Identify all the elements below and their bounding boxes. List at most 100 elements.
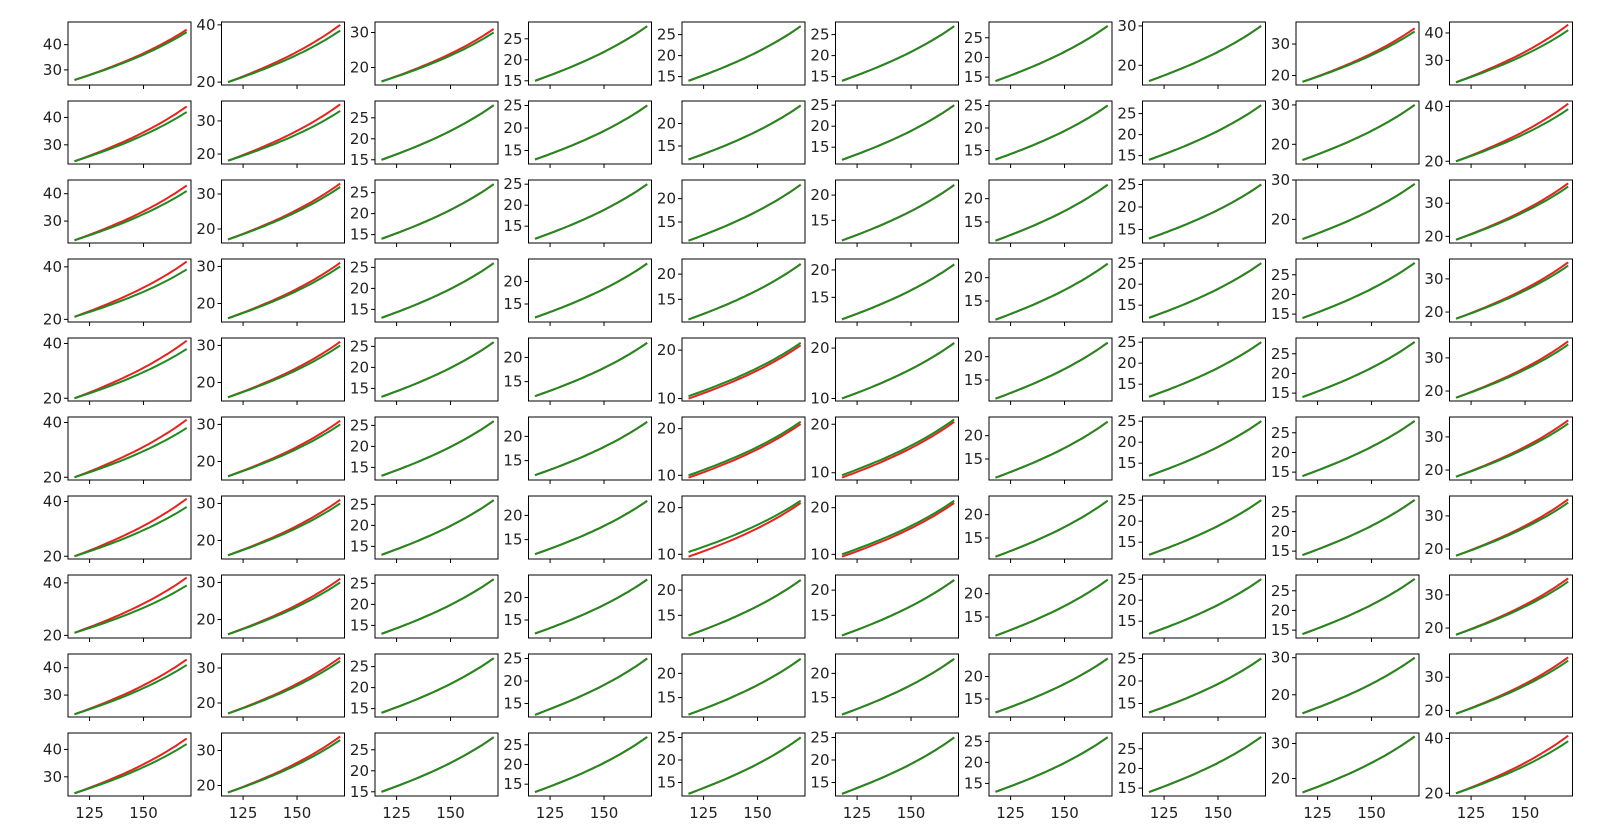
panel-4-5: 10 20 [810,337,959,407]
y-tick-label: 15 [350,783,369,801]
axes-frame [835,179,959,244]
red-series-line [995,183,1109,242]
panel-1-3: 15 20 25 [503,97,652,168]
axes-frame [988,21,1113,86]
y-tick-label: 15 [964,371,983,389]
green-series-line [1302,183,1416,241]
axes-frame [681,100,806,165]
green-series-line [227,265,341,320]
x-tick-label: 150 [1204,804,1233,822]
axes-frame [374,258,499,323]
y-tick-label: 20 [1117,354,1136,372]
y-tick-label: 20 [503,506,522,524]
y-tick-label: 20 [810,186,829,204]
y-tick-label: 15 [810,211,829,229]
y-tick-label: 20 [503,589,522,607]
axes-frame [1449,416,1573,481]
red-series-line [841,579,955,637]
y-tick-label: 15 [1271,542,1290,560]
axes-frame [1295,653,1420,718]
axes-frame [835,337,959,402]
y-tick-label: 20 [1117,126,1136,144]
y-tick-label: 40 [43,334,62,352]
y-tick-label: 30 [43,136,62,154]
red-series-line [381,28,495,83]
axes-frame [1142,574,1266,639]
axes-frame [528,416,652,481]
red-series-line [841,184,955,242]
y-tick-label: 30 [1424,507,1443,525]
axes-frame [528,574,652,639]
y-tick-label: 25 [1117,740,1136,758]
red-series-line [841,657,955,716]
axes-frame [1142,258,1266,323]
y-tick-label: 25 [1117,105,1136,123]
panel-6-4: 10 20 [657,495,806,563]
y-tick-label: 25 [350,109,369,127]
red-series-line [1455,182,1569,241]
red-series-line [534,183,648,240]
red-series-line [688,736,802,795]
red-series-line [1148,420,1262,477]
green-series-line [1148,736,1262,794]
green-series-line [227,344,341,399]
panel-4-2: 15 20 25 [350,337,499,405]
panel-5-2: 15 20 25 [350,416,499,484]
y-tick-label: 40 [196,16,215,34]
y-tick-label: 30 [43,768,62,786]
red-series-line [1148,262,1262,319]
axes-frame [681,21,806,86]
red-series-line [995,736,1109,793]
y-tick-label: 30 [1424,270,1443,288]
y-tick-label: 15 [350,379,369,397]
axes-frame [528,337,652,402]
green-series-line [534,183,648,240]
y-tick-label: 25 [1117,570,1136,588]
axes-frame [528,258,652,323]
y-tick-label: 20 [196,373,215,391]
red-series-line [534,341,648,398]
red-series-line [534,104,648,161]
panel-6-7: 15 20 25 [1117,491,1266,563]
green-series-line [1148,183,1262,240]
red-series-line [534,262,648,319]
axes-frame [67,179,192,244]
panel-1-7: 15 20 25 [1117,100,1266,168]
axes-frame [835,258,959,323]
green-series-line [381,736,495,793]
y-tick-label: 20 [964,668,983,686]
red-series-line [1455,419,1569,478]
red-series-line [227,261,341,320]
green-series-line [995,657,1109,714]
red-series-line [688,657,802,716]
x-tick-label: 150 [283,804,312,822]
y-tick-label: 30 [196,185,215,203]
axes-frame [528,100,652,165]
panel-9-5: 15 20 25 125 150 [810,729,959,822]
y-tick-label: 20 [1271,770,1290,788]
red-series-line [1455,340,1569,399]
axes-frame [681,574,806,639]
axes-frame [835,495,959,560]
red-series-line [381,262,495,319]
red-series-line [227,103,341,162]
y-tick-label: 20 [196,694,215,712]
green-series-line [1148,578,1262,635]
axes-frame [681,258,806,323]
panel-7-2: 15 20 25 [350,574,499,642]
red-series-line [381,104,495,161]
axes-frame [374,179,499,244]
y-tick-label: 20 [657,420,676,438]
x-tick-label: 125 [75,804,104,822]
panel-1-6: 15 20 25 [964,97,1113,168]
axes-frame [1449,258,1573,323]
panel-8-0: 30 40 [43,653,192,721]
green-series-line [227,660,341,715]
